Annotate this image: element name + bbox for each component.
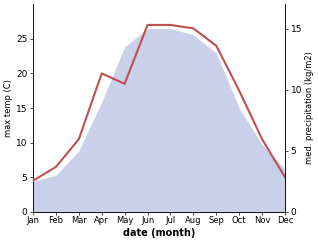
Y-axis label: max temp (C): max temp (C)	[4, 79, 13, 137]
X-axis label: date (month): date (month)	[123, 228, 195, 238]
Y-axis label: med. precipitation (kg/m2): med. precipitation (kg/m2)	[305, 52, 314, 165]
